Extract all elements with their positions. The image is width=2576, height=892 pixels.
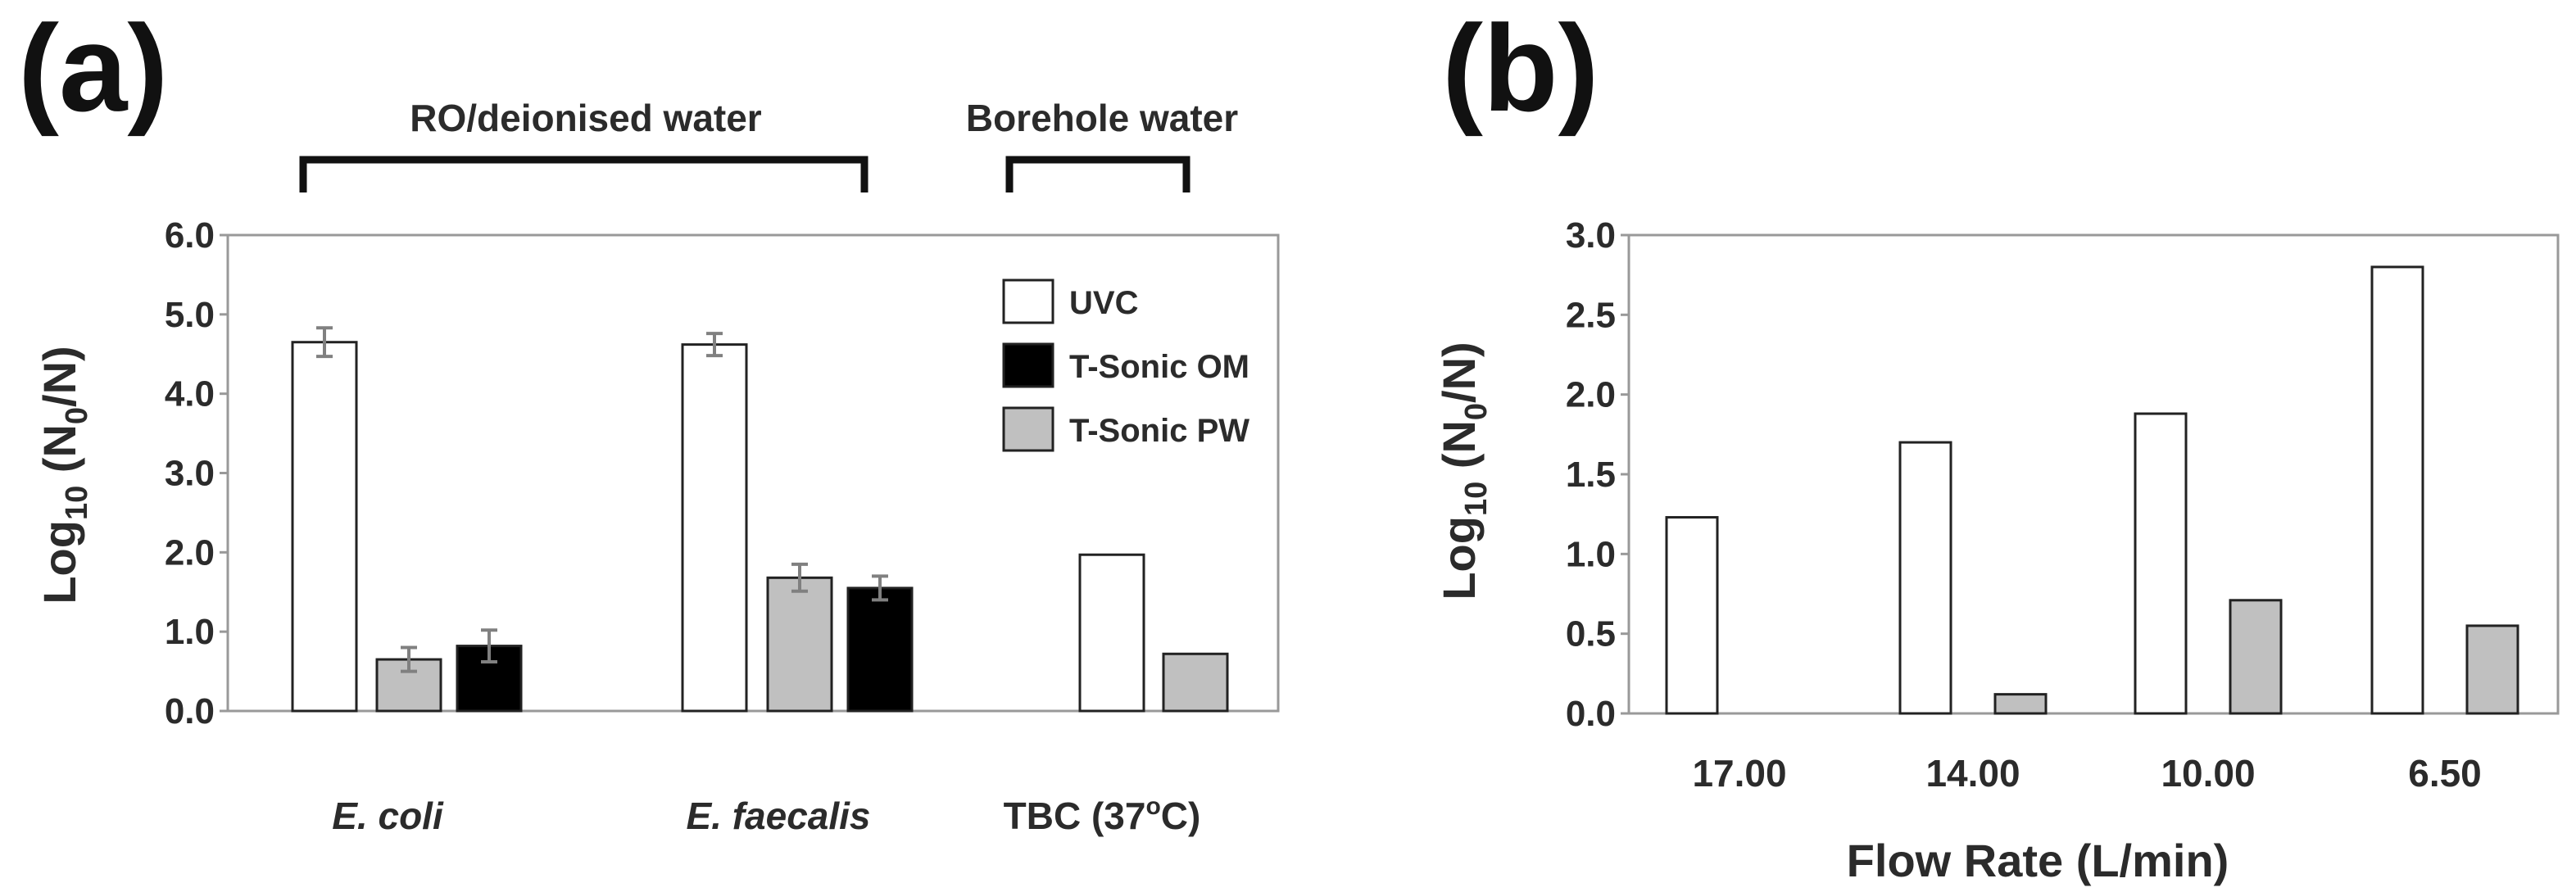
bracket-ro	[299, 156, 868, 192]
panel-a-category-2: TBC (37oC)	[1004, 793, 1201, 837]
panel-a-bar	[766, 576, 833, 713]
panel-a-ytick-label: 5.0	[165, 295, 215, 335]
panel-b-category-label: 10.00	[2161, 752, 2255, 795]
group-bracket-borehole: Borehole water	[966, 97, 1238, 192]
panel-a-category-1: E. faecalis	[686, 795, 870, 837]
panel-b-bar	[2465, 624, 2519, 715]
panel-a-ylabel: Log10 (N0/N)	[34, 346, 94, 604]
panel-b-ytick-label: 2.0	[1566, 375, 1616, 415]
panel-a-ytick-label: 6.0	[165, 215, 215, 256]
panel-a-plot: 0.0 1.0 2.0 3.0 4.0 5.0 6.0	[165, 215, 1280, 731]
panel-b-category-label: 14.00	[1925, 752, 2020, 795]
panel-a-ytick-label: 0.0	[165, 691, 215, 731]
legend-label-tsonic-om: T-Sonic OM	[1069, 349, 1249, 385]
panel-a-bar	[846, 586, 914, 713]
legend-label-uvc: UVC	[1069, 285, 1138, 321]
panel-a-ytick-label: 2.0	[165, 532, 215, 573]
legend-swatch-tsonic-pw	[1002, 406, 1054, 452]
panel-a-bar	[1078, 553, 1145, 713]
group-label-ro: RO/deionised water	[410, 97, 762, 139]
panel-b-category-label: 17.00	[1692, 752, 1786, 795]
panel-a-bar	[1162, 652, 1229, 713]
panel-b-bar	[1665, 516, 1719, 715]
panel-b-bar	[2370, 265, 2424, 715]
panel-a-label: (a)	[18, 0, 168, 137]
group-label-borehole: Borehole water	[966, 97, 1238, 139]
panel-b-ytick-label: 0.0	[1566, 694, 1616, 734]
panel-a-bar	[291, 341, 358, 713]
panel-b-bar	[1993, 693, 2048, 715]
legend-swatch-uvc	[1002, 278, 1054, 324]
panel-b-ytick-label: 0.5	[1566, 614, 1616, 654]
panel-b-category-label: 6.50	[2408, 752, 2482, 795]
group-bracket-ro: RO/deionised water	[299, 97, 868, 192]
panel-a-ytick-label: 1.0	[165, 612, 215, 652]
panel-a-category-0: E. coli	[332, 795, 444, 837]
panel-b-ytick-label: 2.5	[1566, 295, 1616, 335]
panel-a-ytick-label: 3.0	[165, 454, 215, 494]
legend-swatch-tsonic-om	[1002, 342, 1054, 388]
panel-a-ytick-label: 4.0	[165, 374, 215, 414]
panel-b-ytick-label: 3.0	[1566, 215, 1616, 256]
panel-b-xlabel: Flow Rate (L/min)	[1847, 835, 2229, 886]
panel-a-bar	[681, 343, 748, 713]
panel-b-label: (b)	[1442, 0, 1599, 137]
panel-b-ytick-label: 1.0	[1566, 534, 1616, 574]
legend: UVC T-Sonic OM T-Sonic PW	[1002, 278, 1249, 452]
panel-b-plot: 0.0 0.5 1.0 1.5 2.0 2.5 3.0 17.00 14.00 10.00 6.50	[1566, 215, 2560, 795]
panel-b-bar	[2229, 599, 2283, 715]
panel-b-ytick-label: 1.5	[1566, 455, 1616, 495]
legend-label-tsonic-pw: T-Sonic PW	[1069, 413, 1249, 449]
panel-b-bar	[2134, 412, 2188, 715]
panel-b-bar	[1898, 441, 1952, 715]
panel-b-ylabel: Log10 (N0/N)	[1433, 342, 1494, 600]
bracket-borehole	[1005, 156, 1190, 192]
